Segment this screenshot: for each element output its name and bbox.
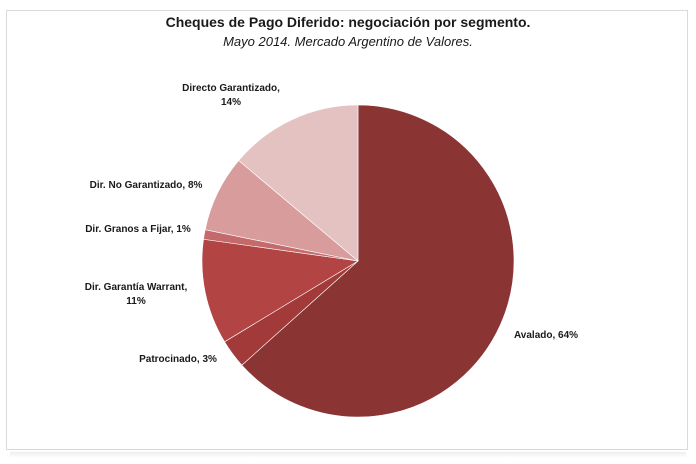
slice-label: Dir. Granos a Fijar, 1% (85, 224, 191, 235)
pie-slice (238, 104, 359, 262)
slice-label-value: 14% (221, 97, 241, 108)
slice-label: Dir. No Garantizado, 8% (90, 180, 203, 191)
slice-label: Dir. Garantía Warrant, (85, 282, 188, 293)
frame-shadow (10, 452, 686, 458)
slice-label-value: 11% (126, 296, 146, 307)
slice-label: Avalado, 64% (514, 330, 578, 341)
pie-slice (201, 238, 359, 343)
chart-subtitle: Mayo 2014. Mercado Argentino de Valores. (223, 34, 473, 49)
chart-title: Cheques de Pago Diferido: negociación po… (165, 14, 531, 30)
pie-slice (241, 104, 515, 418)
slice-label: Directo Garantizado, (182, 83, 280, 94)
slice-label: Patrocinado, 3% (139, 354, 217, 365)
